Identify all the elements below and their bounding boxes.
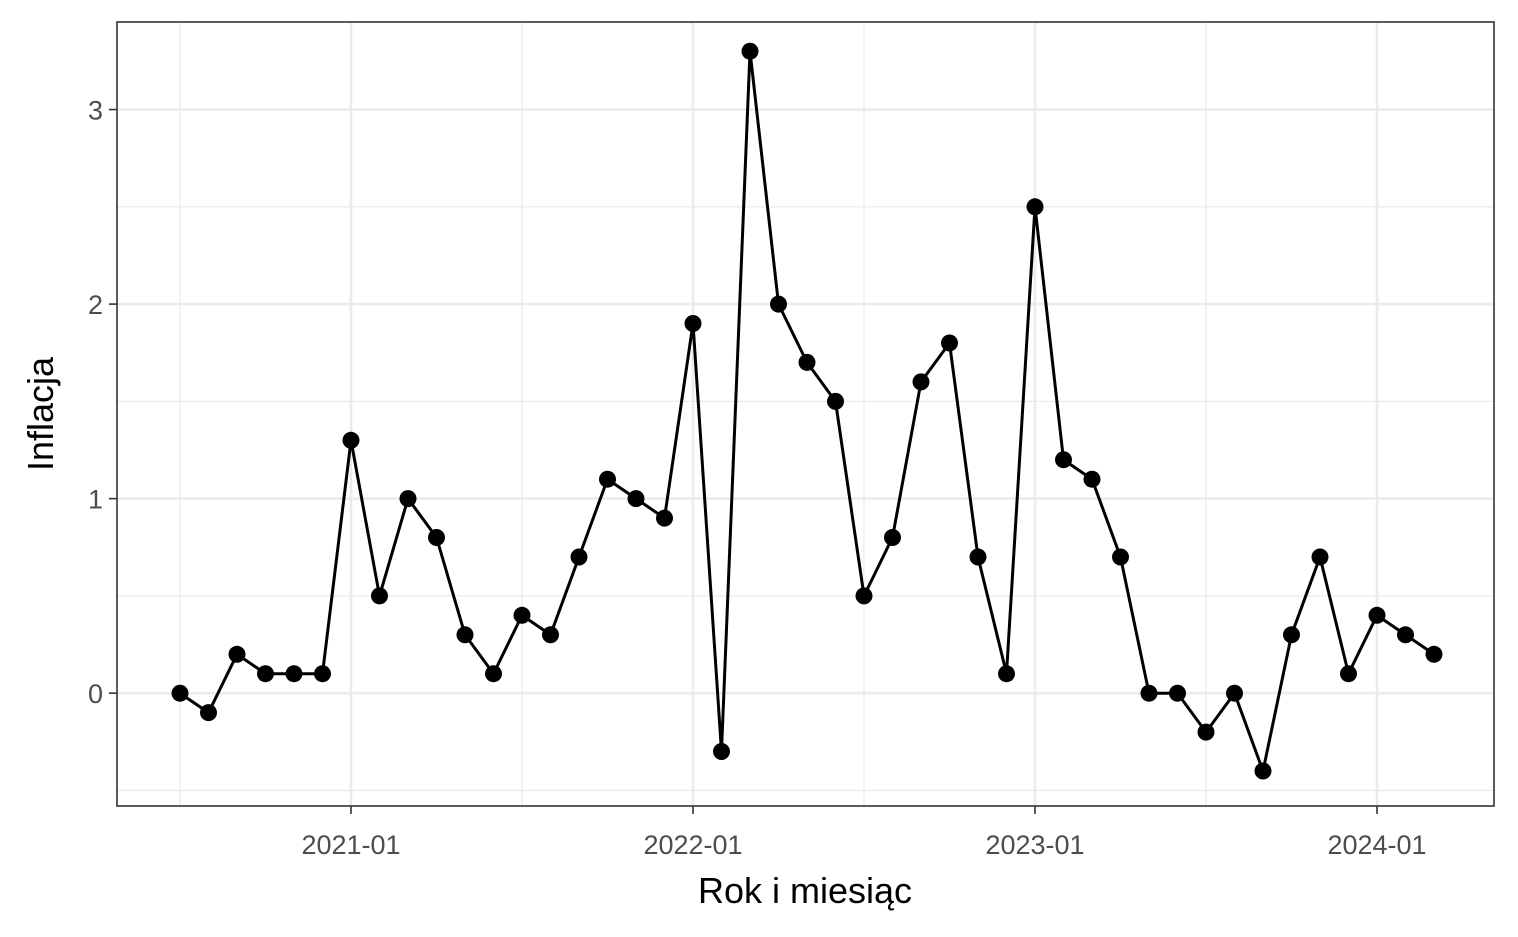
y-axis-title: Inflacja [20,356,61,471]
data-point [485,665,502,683]
data-point [1112,548,1129,566]
series-layer [171,42,1443,780]
data-point [314,665,331,683]
x-axis-title: Rok i miesiąc [698,870,912,911]
data-point [1254,762,1272,780]
y-axis: 0 1 2 3 [88,96,117,709]
data-point [399,490,417,508]
data-point [542,626,559,644]
data-point [1368,606,1386,624]
data-point [770,295,787,313]
data-point [827,392,844,410]
data-point [1397,626,1414,644]
y-tick-label: 2 [88,290,103,320]
x-tick-label: 2022-01 [643,830,742,860]
data-point [200,704,217,722]
data-point [1083,470,1101,488]
data-point [741,42,759,60]
y-tick-label: 0 [88,679,103,709]
y-tick-label: 1 [88,485,103,515]
data-point [941,334,958,352]
data-point [969,548,987,566]
data-point [798,353,816,371]
data-point [599,470,616,488]
plot-panel-border [116,21,1495,807]
data-point [1311,548,1329,566]
data-point [570,548,588,566]
minor-gridlines [117,22,1494,806]
data-point [342,431,360,449]
data-point [228,645,246,663]
x-tick-label: 2021-01 [301,830,400,860]
data-point [1026,198,1044,216]
data-point [1340,665,1357,683]
data-point [1425,645,1443,663]
data-point [684,315,702,332]
data-point [912,373,930,391]
x-tick-label: 2023-01 [985,830,1084,860]
data-point [627,490,645,508]
data-point [428,529,445,546]
data-point [1197,723,1215,741]
data-point [371,587,388,605]
data-point [513,606,531,624]
x-tick-label: 2024-01 [1327,830,1426,860]
data-point [285,665,303,683]
y-tick-label: 3 [88,96,103,126]
data-point [713,743,730,760]
data-point [1283,626,1300,644]
data-point [1226,684,1243,702]
data-point [656,509,673,527]
data-point [1169,684,1186,702]
data-point [998,665,1015,683]
data-point [855,587,873,605]
data-point [257,665,274,683]
data-point [171,684,189,702]
data-point [456,626,474,644]
data-point [884,529,901,546]
plot-panel-background [117,22,1494,806]
data-point [1140,684,1158,702]
major-gridlines [117,22,1494,806]
data-point [1055,451,1072,469]
x-axis: 2021-01 2022-01 2023-01 2024-01 [301,806,1427,860]
